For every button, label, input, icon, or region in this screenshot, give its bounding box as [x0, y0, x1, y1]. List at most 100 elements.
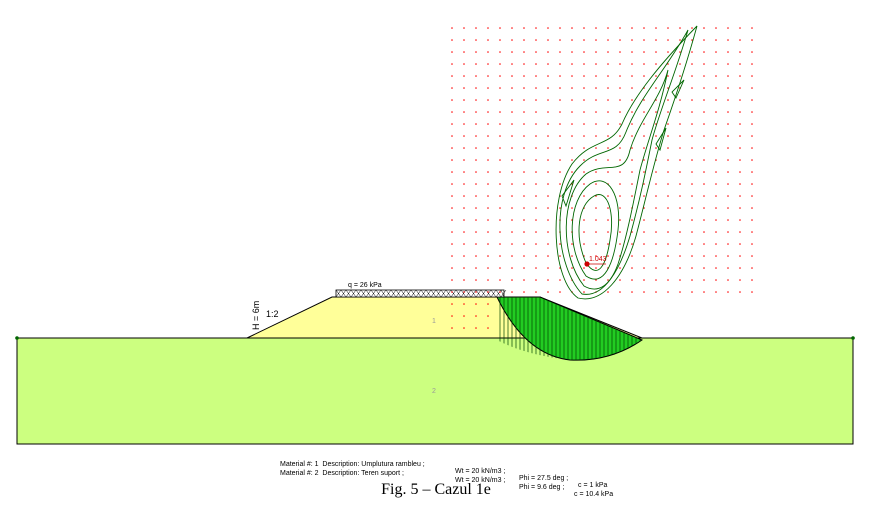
grid-point — [703, 243, 705, 245]
grid-point — [619, 231, 621, 233]
grid-point — [619, 207, 621, 209]
grid-point — [691, 111, 693, 113]
grid-point — [475, 327, 477, 329]
grid-point — [703, 87, 705, 89]
grid-point — [751, 123, 753, 125]
safety-contours — [555, 25, 698, 300]
grid-point — [727, 279, 729, 281]
grid-point — [499, 159, 501, 161]
grid-point — [523, 243, 525, 245]
grid-point — [619, 99, 621, 101]
grid-point — [583, 51, 585, 53]
grid-point — [559, 75, 561, 77]
grid-point — [631, 267, 633, 269]
grid-point — [643, 51, 645, 53]
grid-point — [703, 207, 705, 209]
grid-point — [559, 123, 561, 125]
grid-point — [559, 279, 561, 281]
grid-point — [475, 51, 477, 53]
grid-point — [487, 207, 489, 209]
grid-point — [547, 183, 549, 185]
grid-point — [595, 135, 597, 137]
grid-point — [727, 111, 729, 113]
grid-point — [679, 243, 681, 245]
grid-point — [547, 207, 549, 209]
grid-point — [739, 51, 741, 53]
grid-point — [715, 147, 717, 149]
grid-point — [475, 303, 477, 305]
grid-point — [511, 171, 513, 173]
grid-point — [667, 207, 669, 209]
grid-point — [535, 51, 537, 53]
grid-point — [727, 27, 729, 29]
grid-point — [751, 99, 753, 101]
grid-point — [535, 279, 537, 281]
grid-point — [523, 231, 525, 233]
grid-point — [739, 99, 741, 101]
grid-point — [583, 75, 585, 77]
grid-point — [547, 75, 549, 77]
grid-point — [703, 231, 705, 233]
load-hatch-line — [470, 289, 477, 298]
grid-point — [583, 219, 585, 221]
grid-point — [463, 39, 465, 41]
load-hatch-line — [380, 289, 387, 298]
load-hatch-line — [355, 289, 362, 298]
grid-point — [631, 183, 633, 185]
grid-point — [691, 219, 693, 221]
grid-point — [691, 171, 693, 173]
grid-point — [571, 135, 573, 137]
grid-point — [451, 267, 453, 269]
grid-point — [451, 147, 453, 149]
load-hatch-line — [460, 289, 467, 298]
grid-point — [535, 99, 537, 101]
grid-point — [667, 255, 669, 257]
grid-point — [679, 279, 681, 281]
grid-point — [691, 39, 693, 41]
grid-point — [523, 111, 525, 113]
grid-point — [475, 255, 477, 257]
grid-point — [499, 243, 501, 245]
grid-point — [487, 51, 489, 53]
grid-point — [535, 63, 537, 65]
grid-point — [583, 63, 585, 65]
grid-point — [499, 63, 501, 65]
grid-point — [559, 171, 561, 173]
grid-point — [727, 291, 729, 293]
grid-point — [559, 183, 561, 185]
grid-point — [463, 87, 465, 89]
grid-point — [499, 75, 501, 77]
grid-point — [499, 123, 501, 125]
grid-point — [619, 75, 621, 77]
grid-point — [715, 111, 717, 113]
grid-point — [571, 123, 573, 125]
grid-point — [607, 99, 609, 101]
grid-point — [607, 75, 609, 77]
grid-point — [691, 267, 693, 269]
grid-point — [727, 171, 729, 173]
boundary-node-left — [15, 336, 19, 340]
grid-point — [523, 63, 525, 65]
grid-point — [451, 195, 453, 197]
grid-point — [679, 183, 681, 185]
grid-point — [511, 195, 513, 197]
grid-point — [583, 147, 585, 149]
grid-point — [703, 267, 705, 269]
grid-point — [655, 87, 657, 89]
grid-point — [631, 135, 633, 137]
grid-point — [463, 207, 465, 209]
grid-point — [487, 279, 489, 281]
grid-point — [727, 159, 729, 161]
grid-point — [643, 39, 645, 41]
grid-point — [595, 87, 597, 89]
grid-point — [727, 51, 729, 53]
grid-point — [451, 111, 453, 113]
grid-point — [511, 231, 513, 233]
grid-point — [451, 291, 453, 293]
grid-point — [535, 87, 537, 89]
material-2-wt: Wt = 20 kN/m3 ; — [455, 477, 506, 484]
height-label: H = 6m — [251, 301, 261, 330]
load-label: q = 26 kPa — [348, 282, 382, 289]
grid-point — [511, 159, 513, 161]
grid-point — [475, 75, 477, 77]
